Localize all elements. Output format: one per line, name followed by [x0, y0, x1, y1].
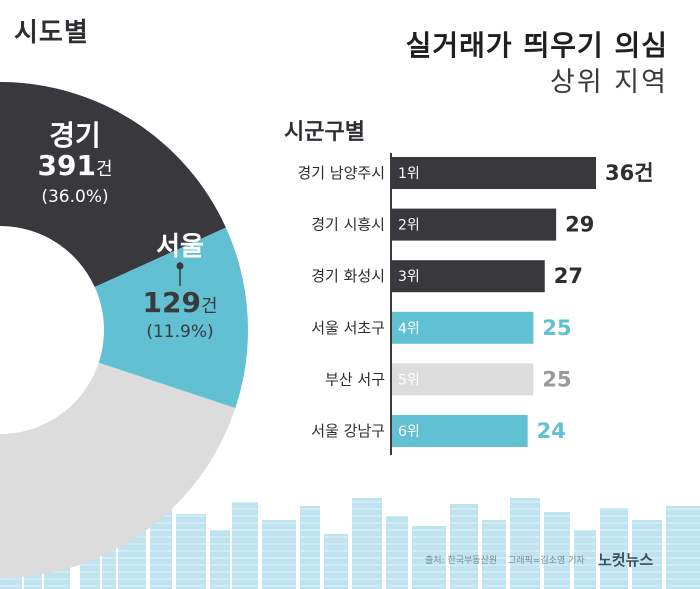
bar-rank-label: 2위: [398, 218, 420, 234]
slice-count-gyeonggi-value: 391: [37, 149, 96, 182]
bar-2: [391, 260, 545, 293]
bar-category-label: 경기 남양주시: [297, 164, 385, 182]
slice-count-gyeonggi: 391건: [20, 149, 130, 182]
bar-rank-label: 6위: [398, 424, 420, 440]
bar-value-label: 29: [565, 213, 594, 237]
slice-label-seoul: 서울: [156, 232, 204, 262]
sido-chart-title: 시도별: [14, 18, 89, 48]
bar-value-label: 36건: [605, 161, 654, 185]
bar-1: [391, 208, 557, 241]
building-8: [210, 530, 230, 589]
building-17: [482, 520, 506, 589]
footer-source: 출처: 한국부동산원: [425, 556, 498, 566]
building-21: [600, 508, 628, 589]
bar-rank-label: 5위: [398, 372, 420, 388]
building-20: [574, 530, 596, 589]
main-title: 실거래가 띄우기 의심: [405, 29, 668, 62]
bar-value-label: 25: [542, 316, 571, 340]
slice-count-seoul: 129건: [120, 286, 240, 319]
bar-category-label: 경기 시흥시: [311, 216, 385, 234]
bar-5: [391, 415, 528, 447]
bar-4: [391, 363, 534, 396]
building-14: [386, 516, 408, 589]
building-16: [450, 504, 478, 589]
slice-percent-seoul: (11.9%): [146, 322, 214, 342]
bar-category-label: 부산 서구: [325, 370, 385, 388]
building-22: [632, 520, 662, 589]
bar-category-label: 서울 강남구: [311, 422, 385, 440]
donut-slice-1: [94, 227, 248, 409]
footer-logo: 노컷뉴스: [598, 551, 654, 569]
donut-slice-2: [0, 362, 236, 578]
donut-slice-0: [0, 82, 226, 288]
bar-rank-label: 3위: [398, 269, 420, 285]
bar-0: [391, 157, 596, 189]
building-23: [666, 506, 700, 589]
bar-category-label: 서울 서초구: [311, 319, 385, 337]
building-12: [324, 534, 348, 589]
slice-count-seoul-unit: 건: [200, 296, 218, 317]
slice-percent-gyeonggi: (36.0%): [41, 187, 109, 207]
bar-value-label: 24: [537, 419, 566, 443]
slice-count-gyeonggi-unit: 건: [95, 159, 113, 180]
bar-rank-label: 4위: [398, 321, 420, 337]
bar-rank-label: 1위: [398, 166, 420, 182]
building-10: [262, 520, 296, 589]
slice-label-gyeonggi: 경기: [49, 119, 101, 152]
seoul-leader-dot: [176, 262, 184, 270]
sub-title: 상위 지역: [550, 67, 668, 98]
bar-category-label: 경기 화성시: [311, 267, 385, 285]
bar-value-label: 25: [542, 367, 571, 391]
building-11: [300, 506, 320, 589]
slice-count-seoul-value: 129: [142, 286, 201, 319]
bar-3: [391, 311, 534, 344]
bar-value-label: 27: [554, 264, 583, 288]
footer-credit: 그래픽=김소영 기자: [508, 556, 585, 566]
gungu-chart-title: 시군구별: [284, 120, 365, 145]
